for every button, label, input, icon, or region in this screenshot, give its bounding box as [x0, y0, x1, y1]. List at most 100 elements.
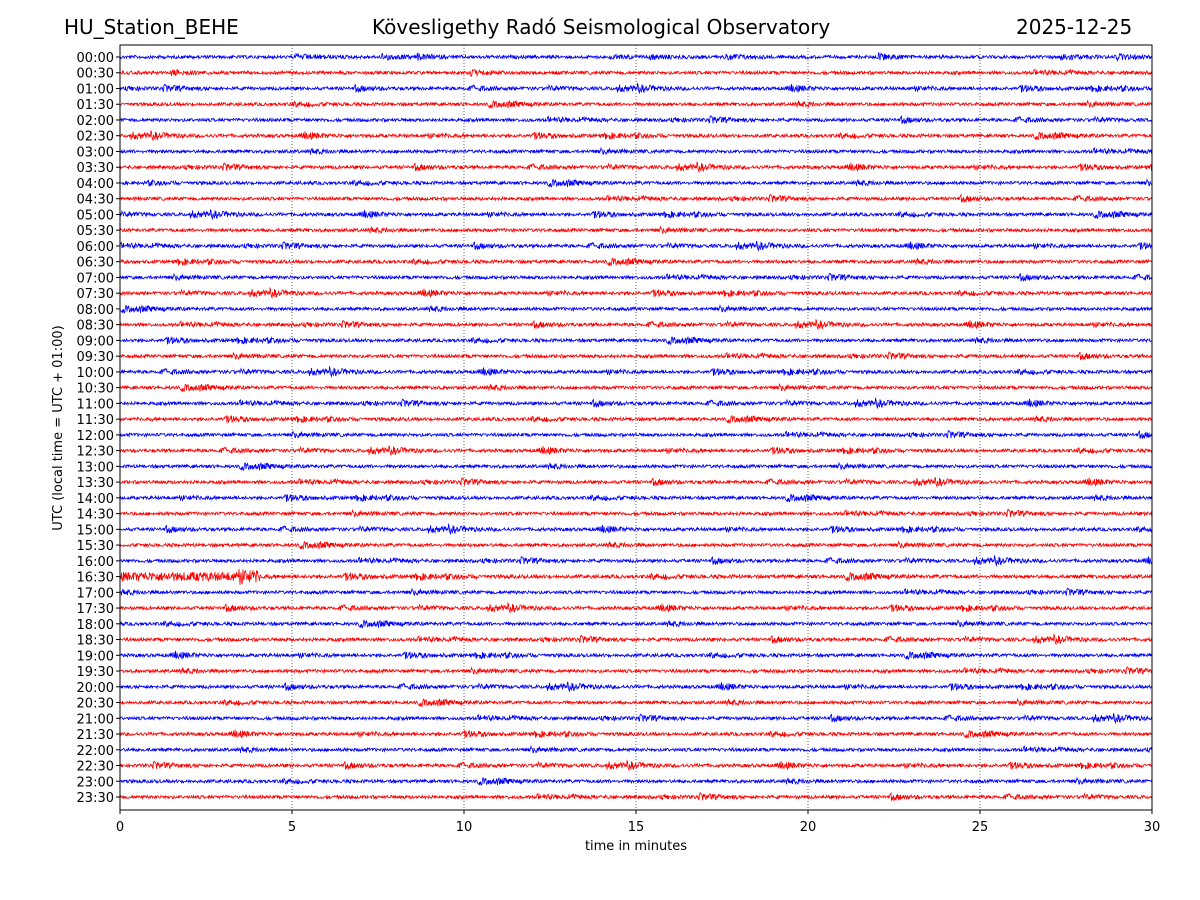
y-tick-label: 17:30: [77, 602, 114, 617]
trace-1030: [119, 382, 1153, 393]
trace-0530: [119, 225, 1153, 234]
y-tick-label: 11:30: [77, 413, 114, 428]
y-tick-label: 22:00: [77, 744, 114, 759]
trace-0400: [119, 178, 1153, 188]
trace-1500: [119, 522, 1153, 536]
trace-1200: [119, 429, 1153, 440]
trace-2000: [119, 681, 1153, 693]
y-tick-label: 14:30: [77, 508, 114, 523]
y-tick-label: 17:00: [77, 586, 114, 601]
x-tick-label: 10: [456, 820, 473, 835]
y-tick-label: 18:30: [77, 634, 114, 649]
trace-0500: [119, 209, 1153, 221]
y-tick-label: 02:00: [77, 114, 114, 129]
x-tick-label: 15: [628, 820, 645, 835]
trace-1100: [119, 396, 1153, 410]
trace-0100: [119, 81, 1153, 95]
trace-1730: [119, 601, 1153, 614]
y-tick-label: 03:00: [77, 145, 114, 160]
observatory-title: Kövesligethy Radó Seismological Observat…: [372, 15, 831, 39]
y-tick-label: 15:30: [77, 539, 114, 554]
y-tick-label: 10:30: [77, 382, 114, 397]
trace-2200: [119, 744, 1153, 754]
trace-0200: [119, 115, 1153, 125]
trace-0830: [119, 318, 1153, 331]
y-tick-label: 16:00: [77, 555, 114, 570]
x-tick-label: 5: [288, 820, 296, 835]
x-axis-label: time in minutes: [585, 839, 687, 854]
trace-1300: [119, 461, 1153, 472]
y-tick-label: 21:00: [77, 712, 114, 727]
x-tick-label: 30: [1144, 820, 1161, 835]
y-tick-label: 03:30: [77, 161, 114, 176]
trace-0730: [119, 286, 1153, 300]
trace-2300: [119, 776, 1153, 787]
y-tick-label: 01:00: [77, 82, 114, 97]
trace-0230: [119, 129, 1153, 142]
y-tick-label: 02:30: [77, 130, 114, 145]
trace-0930: [119, 351, 1153, 361]
y-tick-label: 05:30: [77, 224, 114, 239]
trace-1600: [119, 554, 1153, 567]
trace-0800: [119, 304, 1153, 314]
y-tick-label: 07:00: [77, 271, 114, 286]
date-label: 2025-12-25: [1016, 15, 1133, 39]
y-tick-label: 22:30: [77, 760, 114, 775]
y-tick-label: 20:00: [77, 681, 114, 696]
y-tick-label: 05:00: [77, 208, 114, 223]
y-tick-label: 19:30: [77, 665, 114, 680]
x-tick-label: 25: [972, 820, 989, 835]
y-tick-label: 13:00: [77, 460, 114, 475]
y-tick-label: 07:30: [77, 287, 114, 302]
trace-2030: [119, 697, 1153, 708]
y-tick-label: 04:00: [77, 177, 114, 192]
y-tick-label: 16:30: [77, 571, 114, 586]
y-tick-label: 01:30: [77, 98, 114, 113]
trace-1630: [119, 569, 1153, 585]
y-tick-label: 19:00: [77, 649, 114, 664]
trace-1830: [119, 633, 1153, 646]
trace-1400: [119, 493, 1153, 503]
trace-1130: [119, 414, 1153, 425]
y-tick-label: 20:30: [77, 697, 114, 712]
trace-0430: [119, 193, 1153, 204]
trace-0000: [119, 52, 1153, 62]
x-tick-label: 20: [800, 820, 817, 835]
y-tick-label: 10:00: [77, 366, 114, 381]
trace-0330: [119, 160, 1153, 174]
trace-1230: [119, 445, 1153, 457]
y-tick-label: 12:30: [77, 445, 114, 460]
trace-0600: [119, 240, 1153, 252]
y-tick-label: 06:00: [77, 240, 114, 255]
trace-2100: [119, 713, 1153, 725]
trace-0130: [119, 99, 1153, 110]
y-tick-label: 00:00: [77, 51, 114, 66]
trace-0030: [119, 68, 1153, 77]
trace-2230: [119, 759, 1153, 772]
trace-2330: [119, 792, 1153, 802]
trace-1800: [119, 618, 1153, 629]
trace-2130: [119, 729, 1153, 739]
y-tick-label: 11:00: [77, 397, 114, 412]
y-tick-label: 23:00: [77, 775, 114, 790]
trace-0630: [119, 257, 1153, 267]
trace-1330: [119, 477, 1153, 489]
y-axis-label: UTC (local time = UTC + 01:00): [51, 325, 66, 530]
trace-1430: [119, 508, 1153, 518]
y-tick-label: 21:30: [77, 728, 114, 743]
trace-1900: [119, 650, 1153, 661]
y-tick-label: 00:30: [77, 67, 114, 82]
trace-1000: [119, 365, 1153, 378]
y-tick-label: 08:30: [77, 319, 114, 334]
y-tick-label: 04:30: [77, 193, 114, 208]
x-tick-label: 0: [116, 820, 124, 835]
y-tick-label: 23:30: [77, 791, 114, 806]
y-tick-label: 14:00: [77, 492, 114, 507]
y-tick-label: 12:00: [77, 429, 114, 444]
trace-1700: [119, 587, 1153, 597]
trace-1530: [119, 540, 1153, 551]
trace-0700: [119, 272, 1153, 282]
y-tick-label: 09:30: [77, 350, 114, 365]
trace-1930: [119, 666, 1153, 675]
